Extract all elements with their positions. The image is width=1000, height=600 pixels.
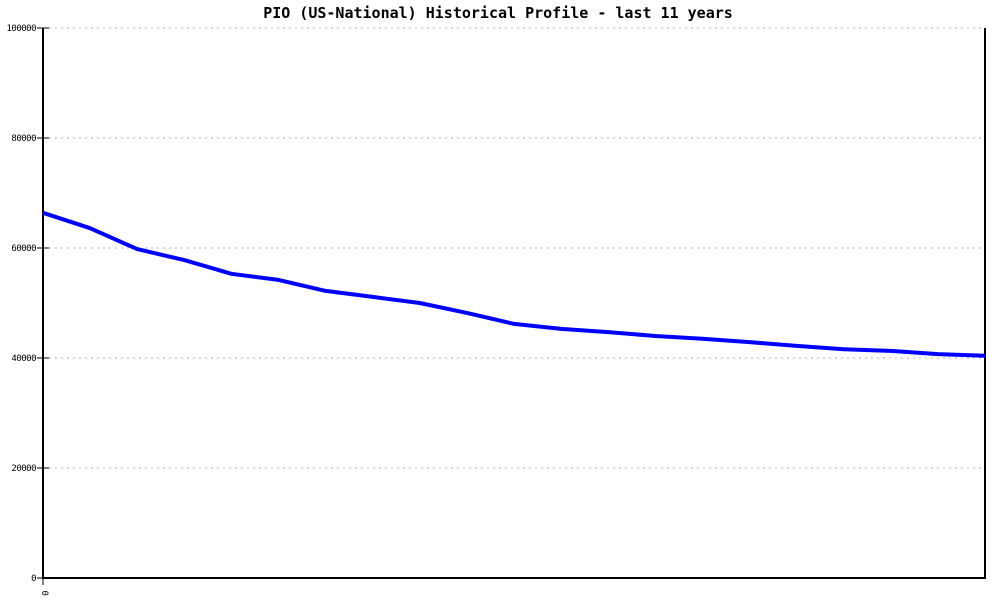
y-tick-label: 0 — [31, 574, 36, 584]
y-tick-label: 60000 — [11, 244, 36, 254]
y-tick-label: 80000 — [11, 134, 36, 144]
axis-tick-labels: 0 20000 40000 60000 80000 100000 0 — [6, 24, 49, 596]
chart-title: PIO (US-National) Historical Profile - l… — [263, 4, 733, 22]
data-line-pio — [42, 210, 986, 358]
y-tick-label: 100000 — [6, 24, 36, 34]
gridlines — [43, 27, 985, 469]
plot-border — [42, 28, 986, 579]
y-tick-label: 40000 — [11, 354, 36, 364]
y-tick-label: 20000 — [11, 464, 36, 474]
x-tick-label: 0 — [39, 591, 49, 596]
